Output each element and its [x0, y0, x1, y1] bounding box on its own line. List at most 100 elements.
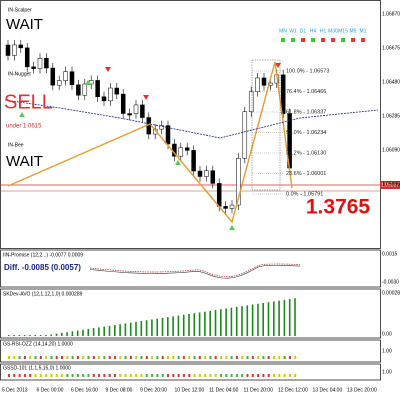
- dot: [145, 374, 148, 377]
- histogram-bar: [45, 335, 47, 336]
- histogram-bar: [82, 329, 84, 336]
- dot: [230, 374, 233, 377]
- dot: [61, 356, 63, 359]
- histogram-bar: [61, 332, 63, 336]
- candle-body: [56, 80, 62, 86]
- dot: [177, 356, 180, 359]
- dot: [161, 356, 164, 359]
- dot: [167, 356, 169, 359]
- candle-body: [5, 44, 11, 56]
- timeframe: H4: [310, 28, 317, 34]
- dot: [71, 356, 74, 359]
- time-tick: 6 Dec 16:00: [71, 387, 98, 393]
- price-tick: 1.06675: [382, 45, 400, 51]
- panel-tick: 0.00: [382, 331, 392, 337]
- dot: [50, 356, 53, 359]
- panel-tick: 1.00: [382, 369, 392, 375]
- dot: [98, 356, 101, 359]
- dot: [267, 356, 270, 359]
- oscillator: [89, 265, 301, 279]
- histogram-bar: [66, 332, 68, 336]
- dot: [87, 374, 90, 377]
- candle-body: [12, 44, 17, 56]
- time-tick: 6 Dec 00:00: [37, 387, 64, 393]
- candle-body: [248, 91, 254, 112]
- dot: [273, 374, 275, 377]
- price-tick: 1.06285: [382, 113, 400, 119]
- dot: [167, 374, 169, 377]
- histogram-bar: [114, 325, 116, 336]
- dot: [246, 374, 249, 377]
- dot: [39, 374, 42, 377]
- histogram-bar: [193, 313, 196, 336]
- fib-level: 100.0% - 1.06573: [286, 68, 329, 74]
- histogram-bar: [182, 314, 185, 336]
- dot: [278, 356, 281, 359]
- fib-level: 76.4% - 1.06466: [286, 89, 326, 95]
- timeframe: W1: [289, 28, 297, 34]
- price-tick: 1.06090: [382, 147, 400, 153]
- dot: [140, 374, 143, 377]
- candle-body: [184, 147, 190, 151]
- candle-body: [204, 170, 209, 177]
- fib-level: 23.6% - 1.06001: [286, 171, 326, 177]
- candle-body: [127, 113, 132, 116]
- dot: [71, 374, 74, 377]
- time-tick: 5 Dec 2013: [2, 387, 28, 393]
- time-tick: 12 Dec 12:00: [278, 387, 308, 393]
- candle-body: [191, 150, 196, 172]
- dot: [262, 356, 265, 359]
- dot: [278, 374, 281, 377]
- dot: [55, 374, 58, 377]
- candle-body: [229, 204, 235, 209]
- dot: [23, 374, 26, 377]
- signal-arrow: [175, 160, 181, 165]
- histogram-bar: [98, 327, 100, 336]
- timeframe-signal: [321, 38, 325, 42]
- histogram-bar: [246, 305, 249, 336]
- dot: [198, 356, 201, 359]
- candle-body: [63, 71, 68, 81]
- dot: [108, 356, 111, 359]
- candle-body: [178, 147, 184, 157]
- histogram-bar: [129, 322, 132, 336]
- dot: [82, 356, 85, 359]
- fib-level: 38.2% - 1.06130: [286, 150, 326, 156]
- panel-tick: 1.00: [382, 348, 392, 354]
- candle-body: [159, 125, 164, 130]
- histogram-bar: [167, 317, 169, 336]
- dot: [119, 374, 122, 377]
- dot: [140, 356, 143, 359]
- histogram-bar: [119, 324, 121, 336]
- dot: [114, 356, 116, 359]
- dot: [76, 374, 79, 377]
- histogram-bar: [209, 310, 211, 336]
- dot: [50, 374, 53, 377]
- dot: [23, 356, 26, 359]
- big-price: 1.3765: [306, 196, 371, 219]
- dot: [135, 356, 138, 359]
- signal-status: WAIT: [6, 16, 43, 33]
- dot: [45, 356, 48, 359]
- candle-body: [280, 74, 286, 114]
- panel-tick: 0.000289: [382, 290, 400, 296]
- candle-body: [24, 47, 30, 68]
- panel-title: GSSD-101 (1,1,5,15,0) 1.0000: [3, 365, 71, 371]
- dot: [87, 356, 90, 359]
- candle-body: [50, 67, 56, 86]
- histogram-bar: [220, 309, 222, 336]
- histogram-bar: [161, 317, 164, 336]
- dot: [161, 374, 164, 377]
- histogram-bar: [235, 306, 238, 336]
- time-tick: 9 Dec 20:00: [140, 387, 167, 393]
- histogram-bar: [177, 315, 180, 336]
- dot: [114, 374, 116, 377]
- time-tick: 11 Dec 20:00: [244, 387, 274, 393]
- candle-body: [197, 170, 203, 177]
- dot: [129, 356, 132, 359]
- signal-name: IN-Nugget: [8, 71, 31, 77]
- dot: [235, 356, 238, 359]
- diff-label: Diff. -0.0085 (0.0057): [4, 263, 81, 272]
- dot: [34, 356, 37, 359]
- dot: [66, 374, 69, 377]
